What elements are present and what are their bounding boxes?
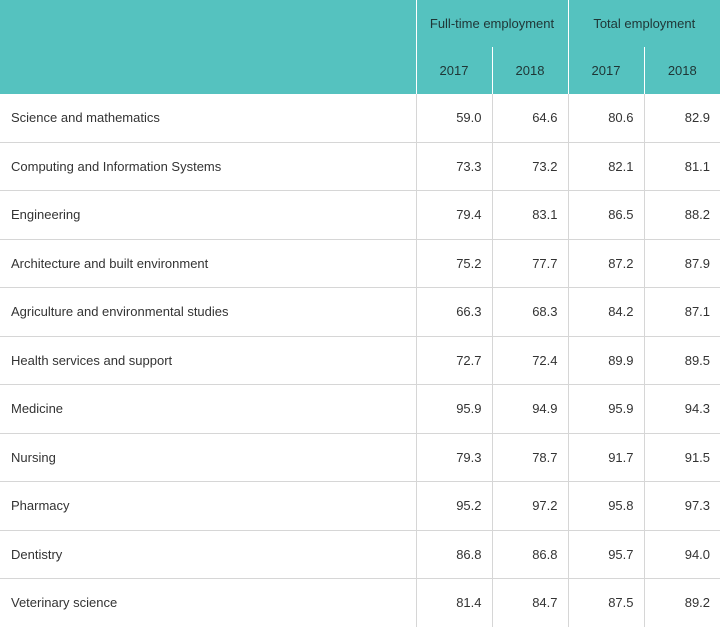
value-cell: 72.7 (416, 335, 493, 385)
value-cell: 91.7 (568, 432, 645, 482)
value-cell: 77.7 (492, 238, 569, 288)
value-cell: 81.1 (644, 141, 720, 191)
value-cell: 94.0 (644, 529, 720, 579)
value-cell: 87.1 (644, 287, 720, 336)
table-row: Nursing 79.3 78.7 91.7 91.5 (0, 432, 720, 482)
value-cell: 94.9 (492, 384, 569, 433)
row-label: Science and mathematics (0, 94, 417, 142)
value-cell: 89.9 (568, 335, 645, 385)
value-cell: 91.5 (644, 432, 720, 482)
value-cell: 95.2 (416, 481, 493, 530)
value-cell: 59.0 (416, 94, 493, 142)
row-label: Pharmacy (0, 481, 417, 530)
row-label: Dentistry (0, 529, 417, 579)
table-row: Architecture and built environment 75.2 77… (0, 238, 720, 288)
row-label: Agriculture and environmental studies (0, 287, 417, 336)
table-row: Science and mathematics 59.0 64.6 80.6 82.9 (0, 94, 720, 142)
year-header: 2018 (644, 47, 720, 94)
value-cell: 81.4 (416, 578, 493, 627)
value-cell: 80.6 (568, 94, 645, 142)
value-cell: 95.8 (568, 481, 645, 530)
row-label: Engineering (0, 190, 417, 239)
table-row: Engineering 79.4 83.1 86.5 88.2 (0, 190, 720, 239)
table-row: Agriculture and environmental studies 66.… (0, 287, 720, 336)
row-label: Architecture and built environment (0, 238, 417, 288)
value-cell: 79.4 (416, 190, 493, 239)
row-label: Medicine (0, 384, 417, 433)
header-year-row: 2017 2018 2017 2018 (0, 47, 720, 94)
value-cell: 66.3 (416, 287, 493, 336)
value-cell: 86.8 (416, 529, 493, 579)
value-cell: 82.9 (684, 110, 711, 126)
value-cell: 87.2 (568, 238, 645, 288)
value-cell: 78.7 (492, 432, 569, 482)
value-cell: 73.3 (416, 141, 493, 191)
value-cell: 79.3 (416, 432, 493, 482)
value-cell: 72.4 (492, 335, 569, 385)
value-cell: 82.1 (568, 141, 645, 191)
table-row: Dentistry 86.8 86.8 95.7 94.0 (0, 529, 720, 579)
value-cell: 83.1 (492, 190, 569, 239)
value-cell: 88.2 (644, 190, 720, 239)
value-cell: 94.3 (644, 384, 720, 433)
value-cell: 68.3 (492, 287, 569, 336)
value-cell: 86.5 (568, 190, 645, 239)
table-row: Health services and support 72.7 72.4 89.9 8… (0, 335, 720, 385)
group-header-total: Total employment (568, 0, 720, 47)
value-cell: 86.8 (492, 529, 569, 579)
value-cell: 87.9 (644, 238, 720, 288)
table-header: Full-time employment Total employment 20… (0, 0, 720, 94)
value-cell: 64.6 (492, 94, 569, 142)
value-cell: 97.2 (492, 481, 569, 530)
value-cell: 97.3 (644, 481, 720, 530)
table-row: Medicine 95.9 94.9 95.9 94.3 (0, 384, 720, 433)
value-cell: 95.9 (416, 384, 493, 433)
year-header: 2017 (568, 47, 645, 94)
value-cell: 87.5 (568, 578, 645, 627)
value-cell: 73.2 (492, 141, 569, 191)
group-header-full-time: Full-time employment (416, 0, 569, 47)
table-row: Computing and Information Systems 73.3 73.… (0, 141, 720, 191)
table-body: Science and mathematics 59.0 64.6 80.6 82.9 … (0, 94, 720, 627)
value-cell: 95.7 (568, 529, 645, 579)
value-cell: 75.2 (416, 238, 493, 288)
row-label: Computing and Information Systems (0, 141, 417, 191)
value-cell: 84.7 (492, 578, 569, 627)
year-header: 2018 (492, 47, 569, 94)
table-row: Veterinary science 81.4 84.7 87.5 89.2 (0, 578, 720, 627)
row-label: Nursing (0, 432, 417, 482)
row-label: Veterinary science (0, 578, 417, 627)
year-header: 2017 (416, 47, 493, 94)
row-label: Health services and support (0, 335, 417, 385)
value-cell: 89.2 (644, 578, 720, 627)
value-cell: 89.5 (644, 335, 720, 385)
header-group-row: Full-time employment Total employment (0, 0, 720, 94)
value-cell: 84.2 (568, 287, 645, 336)
table-row: Pharmacy 95.2 97.2 95.8 97.3 (0, 481, 720, 530)
blank-header-cell (0, 0, 417, 94)
value-cell: 95.9 (568, 384, 645, 433)
